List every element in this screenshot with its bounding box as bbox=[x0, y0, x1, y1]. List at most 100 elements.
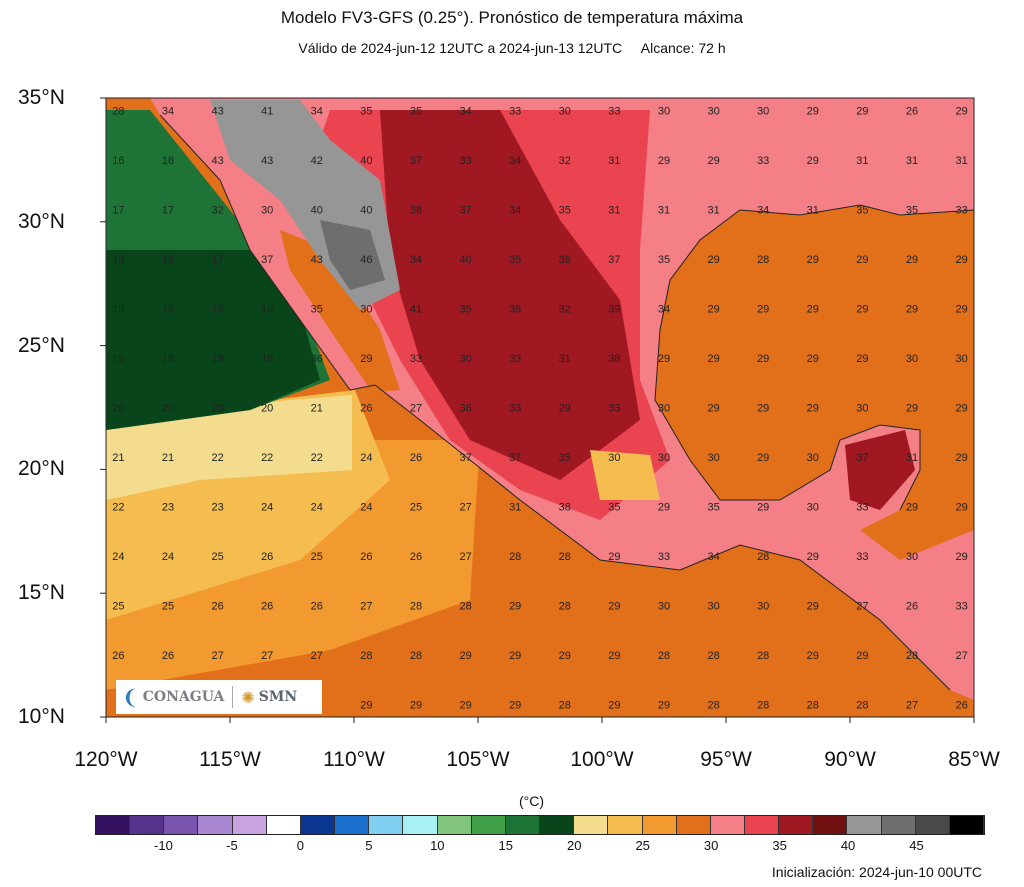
grid-value: 29 bbox=[906, 403, 918, 415]
grid-value: 29 bbox=[955, 303, 967, 315]
colorbar-label: -5 bbox=[226, 838, 238, 853]
grid-value: 29 bbox=[360, 700, 372, 712]
grid-value: 26 bbox=[261, 551, 273, 563]
grid-value: 35 bbox=[360, 105, 372, 117]
grid-value: 31 bbox=[955, 155, 967, 167]
grid-value: 28 bbox=[559, 601, 571, 613]
grid-value: 29 bbox=[559, 650, 571, 662]
grid-value: 37 bbox=[261, 254, 273, 266]
grid-value: 26 bbox=[112, 650, 124, 662]
grid-value: 26 bbox=[360, 551, 372, 563]
grid-value: 18 bbox=[162, 303, 174, 315]
colorbar-label: 15 bbox=[498, 838, 513, 853]
grid-value: 33 bbox=[410, 353, 422, 365]
grid-value: 33 bbox=[608, 403, 620, 415]
grid-value: 46 bbox=[360, 254, 372, 266]
grid-value: 24 bbox=[162, 551, 174, 563]
grid-value: 23 bbox=[211, 502, 223, 514]
grid-value: 29 bbox=[658, 700, 670, 712]
grid-value: 29 bbox=[807, 105, 819, 117]
colorbar bbox=[95, 815, 985, 835]
colorbar-label: 20 bbox=[566, 838, 582, 853]
grid-value: 30 bbox=[757, 105, 769, 117]
grid-value: 37 bbox=[459, 204, 471, 216]
grid-value: 29 bbox=[906, 303, 918, 315]
grid-value: 20 bbox=[162, 403, 174, 415]
latitude-label: 10°N bbox=[18, 705, 65, 728]
grid-value: 30 bbox=[955, 353, 967, 365]
longitude-label: 95°W bbox=[700, 748, 752, 771]
grid-value: 29 bbox=[559, 403, 571, 415]
logo-divider bbox=[232, 686, 234, 708]
grid-value: 32 bbox=[559, 303, 571, 315]
smn-logo: SMN bbox=[258, 689, 298, 705]
grid-value: 30 bbox=[658, 403, 670, 415]
grid-value: 17 bbox=[162, 204, 174, 216]
grid-value: 28 bbox=[757, 254, 769, 266]
grid-value: 29 bbox=[757, 303, 769, 315]
grid-value: 21 bbox=[162, 452, 174, 464]
grid-value: 35 bbox=[707, 502, 719, 514]
grid-value: 29 bbox=[509, 650, 521, 662]
grid-value: 42 bbox=[311, 155, 323, 167]
grid-value: 37 bbox=[410, 155, 422, 167]
grid-value: 19 bbox=[112, 353, 124, 365]
colorbar-swatch bbox=[608, 816, 643, 834]
grid-value: 30 bbox=[459, 353, 471, 365]
grid-value: 30 bbox=[906, 551, 918, 563]
latitude-label: 20°N bbox=[18, 457, 65, 481]
grid-value: 29 bbox=[707, 254, 719, 266]
grid-value: 32 bbox=[211, 204, 223, 216]
grid-value: 26 bbox=[410, 551, 422, 563]
grid-value: 34 bbox=[757, 204, 769, 216]
grid-value: 36 bbox=[459, 403, 471, 415]
smn-logo-icon: ✺ bbox=[241, 687, 255, 707]
grid-value: 29 bbox=[707, 403, 719, 415]
grid-value: 38 bbox=[608, 353, 620, 365]
grid-value: 29 bbox=[807, 601, 819, 613]
grid-value: 34 bbox=[459, 105, 471, 117]
grid-value: 27 bbox=[955, 650, 967, 662]
grid-value: 22 bbox=[112, 502, 124, 514]
grid-value: 21 bbox=[311, 403, 323, 415]
grid-value: 29 bbox=[410, 700, 422, 712]
grid-value: 28 bbox=[559, 551, 571, 563]
longitude-label: 100°W bbox=[570, 748, 634, 771]
conagua-logo: CONAGUA bbox=[142, 689, 225, 705]
colorbar-swatch bbox=[164, 816, 199, 834]
grid-value: 28 bbox=[410, 601, 422, 613]
grid-value: 29 bbox=[707, 353, 719, 365]
grid-value: 24 bbox=[112, 551, 124, 563]
grid-value: 29 bbox=[658, 502, 670, 514]
grid-value: 35 bbox=[509, 254, 521, 266]
grid-value: 33 bbox=[955, 204, 967, 216]
gulf-coastline bbox=[654, 204, 974, 511]
grid-value: 29 bbox=[608, 650, 620, 662]
grid-value: 33 bbox=[509, 105, 521, 117]
grid-value: 34 bbox=[410, 254, 422, 266]
grid-value: 31 bbox=[856, 155, 868, 167]
grid-value: 31 bbox=[906, 452, 918, 464]
colorbar-label: 30 bbox=[703, 838, 719, 853]
grid-value: 40 bbox=[360, 204, 372, 216]
longitude-label: 120°W bbox=[74, 748, 138, 771]
grid-value: 38 bbox=[509, 303, 521, 315]
grid-value: 31 bbox=[608, 155, 620, 167]
grid-value: 31 bbox=[559, 353, 571, 365]
grid-values: 28 34 43 41 34 35 35 34 33 30 33 30 30 30 29 29 26 29 16 18… bbox=[112, 105, 967, 711]
grid-value: 31 bbox=[608, 204, 620, 216]
colorbar-label: 5 bbox=[365, 838, 373, 853]
grid-value: 29 bbox=[608, 700, 620, 712]
grid-value: 29 bbox=[807, 403, 819, 415]
grid-value: 35 bbox=[559, 452, 571, 464]
colorbar-swatch bbox=[915, 816, 950, 834]
colorbar-swatch bbox=[232, 816, 267, 834]
pacific-coldest-band bbox=[106, 250, 320, 430]
grid-value: 41 bbox=[410, 303, 422, 315]
colorbar-swatch bbox=[813, 816, 848, 834]
grid-value: 35 bbox=[459, 303, 471, 315]
grid-value: 30 bbox=[856, 403, 868, 415]
grid-value: 24 bbox=[360, 452, 372, 464]
grid-value: 27 bbox=[261, 650, 273, 662]
grid-value: 27 bbox=[360, 601, 372, 613]
